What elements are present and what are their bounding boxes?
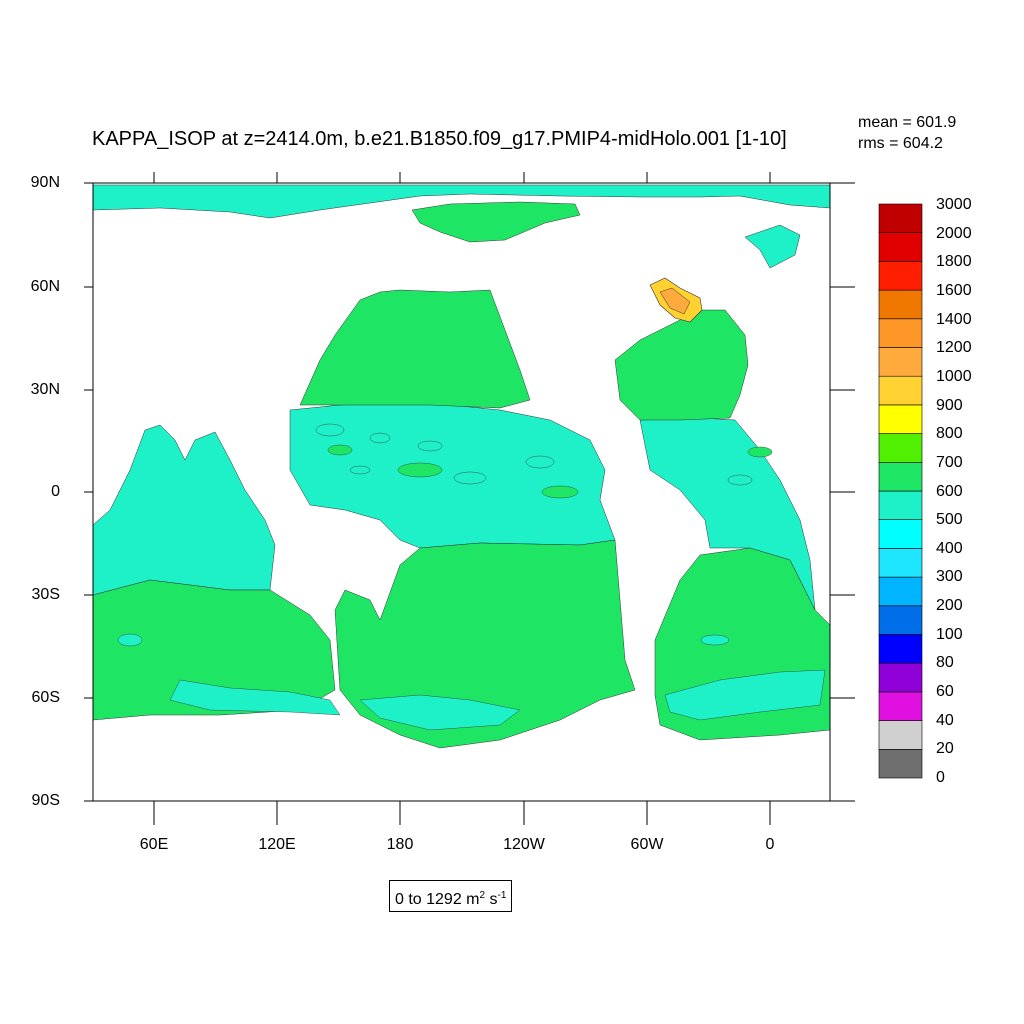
units-range: 0 to 1292 m	[395, 891, 480, 908]
colorbar-label: 60	[936, 683, 954, 701]
xtick-label: 120W	[503, 836, 545, 853]
colorbar-label: 1000	[936, 367, 972, 385]
units-sup1: 2	[479, 890, 486, 901]
indian-ocean	[93, 424, 276, 596]
weddell-cyan	[664, 669, 826, 721]
colorbar-box	[878, 490, 923, 521]
colorbar-box	[878, 375, 923, 406]
colorbar-label: 40	[936, 711, 954, 729]
southern-ocean-west	[93, 579, 336, 721]
colorbar-box	[878, 404, 923, 434]
colorbar-box	[878, 634, 923, 664]
arctic-ocean	[93, 184, 830, 219]
xtick-label: 60W	[630, 836, 664, 853]
colorbar-label: 700	[936, 453, 963, 471]
colorbar-box	[878, 662, 923, 693]
arctic-east-patch	[744, 224, 801, 269]
colorbar-label: 1600	[936, 281, 972, 299]
colorbar-label: 200	[936, 597, 963, 615]
colorbar-box	[878, 691, 923, 721]
plot-title: KAPPA_ISOP at z=2414.0m, b.e21.B1850.f09…	[92, 128, 787, 150]
xtick-label: 0	[765, 836, 775, 853]
colorbar-label: 900	[936, 396, 963, 414]
pacific-tropical	[289, 401, 616, 549]
colorbar-label: 1200	[936, 339, 972, 357]
colorbar-label: 20	[936, 740, 954, 758]
units-box: 0 to 1292 m2 s-1	[389, 880, 513, 912]
units-sup2: -1	[497, 890, 507, 901]
ytick-label: 0	[51, 483, 60, 500]
colorbar-label: 1400	[936, 310, 972, 328]
scattered-patches	[117, 423, 753, 647]
colorbar-label: 600	[936, 482, 963, 500]
colorbar-label: 300	[936, 568, 963, 586]
colorbar-label: 2000	[936, 224, 972, 242]
colorbar-box	[878, 548, 923, 578]
axis-ticks	[84, 172, 855, 825]
labrador-sea-core	[659, 287, 691, 315]
colorbar-label: 0	[936, 769, 945, 786]
xtick-label: 120E	[258, 836, 296, 853]
colorbar-box	[878, 203, 923, 234]
colorbar-box	[878, 232, 923, 262]
colorbar-box	[878, 748, 923, 779]
ytick-label: 30S	[31, 586, 60, 603]
colorbar-label: 100	[936, 625, 963, 643]
colorbar-label: 1800	[936, 253, 972, 271]
colorbar-label: 500	[936, 511, 963, 529]
ocean-field	[93, 184, 830, 749]
ytick-label: 30N	[30, 381, 60, 398]
colorbar-label: 800	[936, 425, 963, 443]
colorbar-box	[878, 576, 923, 607]
rms-label: rms = 604.2	[858, 135, 943, 152]
colorbar-box	[878, 347, 923, 377]
colorbar-box	[878, 433, 923, 463]
colorbar-label: 3000	[936, 196, 972, 213]
colorbar-box	[878, 720, 923, 750]
north-atlantic	[614, 309, 749, 421]
green-islands-in-tropics	[327, 444, 773, 499]
ytick-label: 90S	[31, 792, 60, 809]
ytick-label: 60N	[30, 278, 60, 295]
colorbar-box	[878, 519, 923, 549]
units-mid: s	[485, 891, 498, 908]
colorbar-box	[878, 318, 923, 348]
colorbar-box	[878, 261, 923, 291]
colorbar-box	[878, 289, 923, 320]
antarctic-coast-cyan	[169, 679, 341, 716]
mean-label: mean = 601.9	[858, 114, 957, 131]
north-pacific	[299, 289, 531, 409]
xtick-label: 180	[386, 836, 414, 853]
colorbar-label: 80	[936, 654, 954, 672]
colorbar-box	[878, 461, 923, 492]
ross-cyan	[359, 694, 521, 731]
ytick-label: 90N	[30, 174, 60, 191]
xtick-label: 60E	[139, 836, 169, 853]
ytick-label: 60S	[31, 689, 60, 706]
colorbar-label: 400	[936, 539, 963, 557]
colorbar-box	[878, 605, 923, 635]
colorbar	[878, 203, 923, 779]
arctic-green-patch	[411, 201, 581, 243]
